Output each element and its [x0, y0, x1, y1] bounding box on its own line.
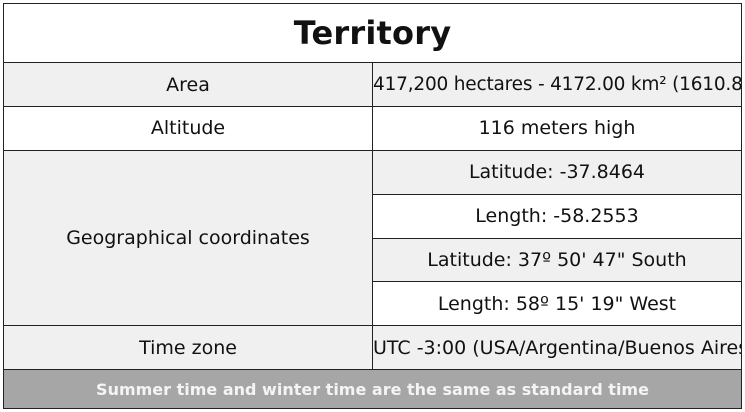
longitude-dms-value: Length: 58º 15' 19" West — [372, 281, 742, 327]
coordinates-row-3: Latitude: 37º 50' 47" South — [4, 237, 742, 283]
table-title: Territory — [3, 2, 742, 64]
latitude-decimal-value: Latitude: -37.8464 — [372, 149, 742, 195]
area-label: Area — [3, 62, 373, 108]
altitude-label: Altitude — [3, 106, 373, 151]
altitude-value: 116 meters high — [372, 106, 742, 151]
time-zone-value: UTC -3:00 (USA/Argentina/Buenos Aires) — [372, 325, 742, 371]
time-zone-label: Time zone — [3, 325, 373, 371]
footer-row: Summer time and winter time are the same… — [3, 369, 742, 409]
coordinates-row-1: Geographical coordinates Latitude: -37.8… — [3, 149, 742, 327]
coordinates-row-2: Length: -58.2553 — [4, 193, 742, 239]
territory-table: Territory Area 417,200 hectares - 4172.0… — [3, 2, 742, 409]
time-zone-row: Time zone UTC -3:00 (USA/Argentina/Bueno… — [3, 325, 742, 371]
longitude-decimal-value: Length: -58.2553 — [372, 193, 742, 239]
area-value: 417,200 hectares - 4172.00 km² (1610.82 … — [372, 62, 742, 108]
footer-note: Summer time and winter time are the same… — [3, 369, 742, 409]
altitude-row: Altitude 116 meters high — [3, 106, 742, 151]
title-row: Territory — [3, 2, 742, 64]
latitude-dms-value: Latitude: 37º 50' 47" South — [372, 237, 742, 283]
coordinates-label: Geographical coordinates — [3, 149, 373, 327]
area-row: Area 417,200 hectares - 4172.00 km² (161… — [3, 62, 742, 108]
